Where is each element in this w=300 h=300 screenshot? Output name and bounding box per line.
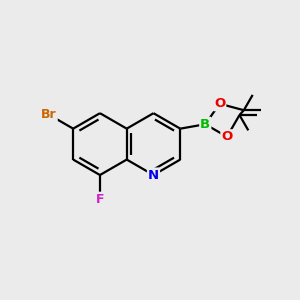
Text: O: O <box>214 97 225 110</box>
Text: O: O <box>221 130 233 143</box>
Text: B: B <box>200 118 210 131</box>
Text: N: N <box>148 169 159 182</box>
Text: F: F <box>96 193 104 206</box>
Text: Br: Br <box>41 108 57 121</box>
